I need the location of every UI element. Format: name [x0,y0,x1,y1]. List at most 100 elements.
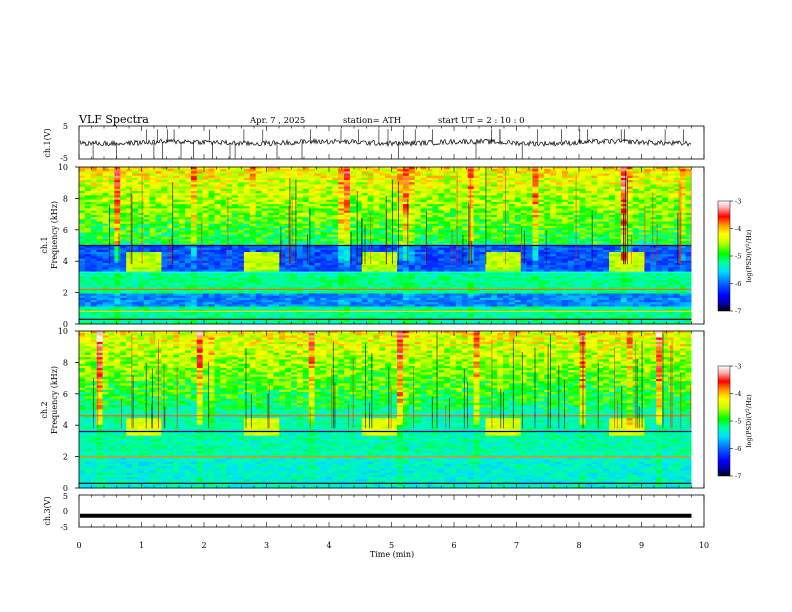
spectrogram-cell [650,265,657,268]
spectrogram-cell [90,184,98,188]
spectrogram-cell [332,241,339,244]
spectrogram-cell [155,186,162,190]
spectrogram-cell [296,208,304,212]
spectrogram-cell [190,243,198,246]
spectrogram-cell [243,173,251,177]
spectrogram-cell [296,190,304,194]
spectrogram-cell [120,190,127,194]
spectrogram-cell [326,177,333,181]
spectrogram-cell [485,184,492,188]
spectrogram-cell [267,238,274,242]
spectrogram-cell [532,197,539,201]
spectrogram-cell [143,188,151,192]
spectrogram-cell [444,232,451,235]
spectrogram-cell [603,219,610,222]
spectrogram-cell [361,175,368,179]
spectrogram-cell [143,208,151,212]
spectrogram-cell [556,190,563,194]
spectrogram-cell [432,258,439,262]
spectrogram-cell [185,232,192,235]
spectrogram-cell [667,228,675,231]
spectrogram-cell [385,223,392,227]
spectrogram-cell [597,190,604,194]
spectrogram-cell [544,169,551,172]
spectrogram-cell [243,169,251,172]
spectrogram-cell [249,223,257,227]
spectrogram-cell [644,230,651,233]
spectrogram-cell [355,230,363,233]
spectrogram-cell [279,199,286,203]
spectrogram-cell [232,171,239,174]
spectrogram-cell [544,243,551,246]
spectrogram-cell [414,210,421,214]
spectrogram-cell [414,206,421,209]
spectrogram-cell [185,249,192,253]
spectrogram-cell [338,223,345,227]
spectrogram-cell [544,175,551,179]
spectrogram-cell [267,234,274,238]
spectrogram-cell [267,247,274,251]
spectrogram-cell [238,256,245,259]
spectrogram-cell [408,256,416,259]
spectrogram-cell [603,169,610,172]
spectrogram-cell [673,228,681,231]
spectrogram-cell [196,269,204,273]
spectrogram-cell [314,206,321,209]
spectrogram-cell [532,186,539,190]
spectrogram-cell [226,188,233,192]
spectrogram-cell [102,182,109,185]
spectrogram-cell [349,267,357,270]
spectrogram-cell [420,167,427,170]
spectrogram-cell [120,241,127,244]
spectrogram-cell [526,173,533,177]
spectrogram-cell [644,245,651,249]
spectrogram-cell [167,199,174,203]
spectrogram-cell [491,219,498,222]
spectrogram-cell [291,262,298,266]
spectrogram-cell [161,262,168,266]
spectrogram-cell [137,204,145,207]
spectrogram-cell [603,206,610,209]
spectrogram-cell [79,221,86,225]
spectrogram-cell [685,252,692,255]
spectrogram-cell [373,228,380,231]
spectrogram-cell [414,230,421,233]
spectrogram-cell [603,190,610,194]
spectrogram-cell [467,173,474,177]
spectrogram-cell [626,214,634,218]
spectrogram-cell [314,201,321,205]
spectrogram-cell [179,219,186,222]
spectrogram-cell [373,188,380,192]
spectrogram-cell [108,171,115,174]
spectrogram-cell [273,225,280,229]
spectrogram-cell [644,225,651,229]
spectrogram-cell [550,212,557,216]
spectrogram-cell [573,262,580,266]
spectrogram-cell [202,217,209,220]
spectrogram-cell [503,265,510,268]
spectrogram-cell [79,256,86,259]
spectrogram-cell [332,230,339,233]
spectrogram-cell [314,228,321,231]
spectrogram-cell [155,241,162,244]
spectrogram-cell [479,173,486,177]
spectrogram-cell [90,197,98,201]
spectrogram-cell [609,258,616,262]
spectrogram-cell [532,210,539,214]
spectrogram-cell [426,234,433,238]
spectrogram-cell [214,193,221,196]
spectrogram-cell [597,212,604,216]
spectrogram-cell [455,260,463,264]
spectrogram-cell [679,195,687,198]
spectrogram-cell [503,195,510,198]
spectrogram-cell [291,249,298,253]
spectrogram-cell [497,265,504,268]
spectrogram-cell [514,258,522,262]
spectrogram-cell [291,201,298,205]
spectrogram-cell [685,254,692,257]
spectrogram-cell [667,245,675,249]
spectrogram-cell [508,254,516,257]
spectrogram-cell [573,188,580,192]
spectrogram-cell [132,206,139,209]
spectrogram-cell [220,214,227,218]
